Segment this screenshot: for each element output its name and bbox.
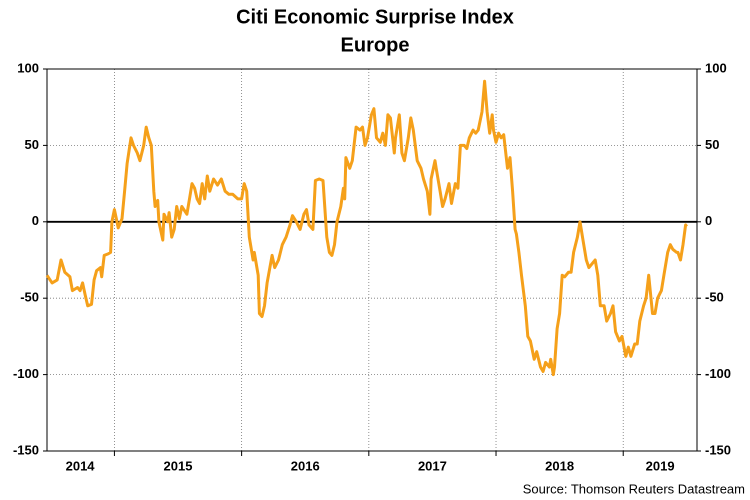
- y-tick-label: -50: [20, 290, 39, 305]
- y2-tick-label: 100: [705, 60, 727, 75]
- y2-tick-label: 0: [705, 213, 712, 228]
- y2-tick-label: 50: [705, 137, 719, 152]
- x-tick-label: 2016: [291, 458, 320, 473]
- source-note: Source: Thomson Reuters Datastream: [523, 481, 745, 496]
- x-tick-label: 2019: [646, 458, 675, 473]
- chart-title: Citi Economic Surprise Index: [236, 6, 514, 28]
- data-line: [45, 79, 688, 377]
- y2-tick-label: -150: [705, 442, 731, 457]
- y-tick-label: 0: [32, 213, 39, 228]
- y2-tick-label: -50: [705, 290, 724, 305]
- chart-subtitle: Europe: [341, 34, 410, 56]
- x-tick-label: 2018: [545, 458, 574, 473]
- plot-frame: [46, 68, 698, 452]
- x-tick-label: 2017: [418, 458, 447, 473]
- y-tick-label: 100: [17, 60, 39, 75]
- y-tick-label: -150: [13, 442, 39, 457]
- x-tick-label: 2014: [66, 458, 96, 473]
- y-tick-label: 50: [25, 137, 39, 152]
- y2-tick-label: -100: [705, 366, 731, 381]
- y-tick-label: -100: [13, 366, 39, 381]
- x-tick-label: 2015: [164, 458, 193, 473]
